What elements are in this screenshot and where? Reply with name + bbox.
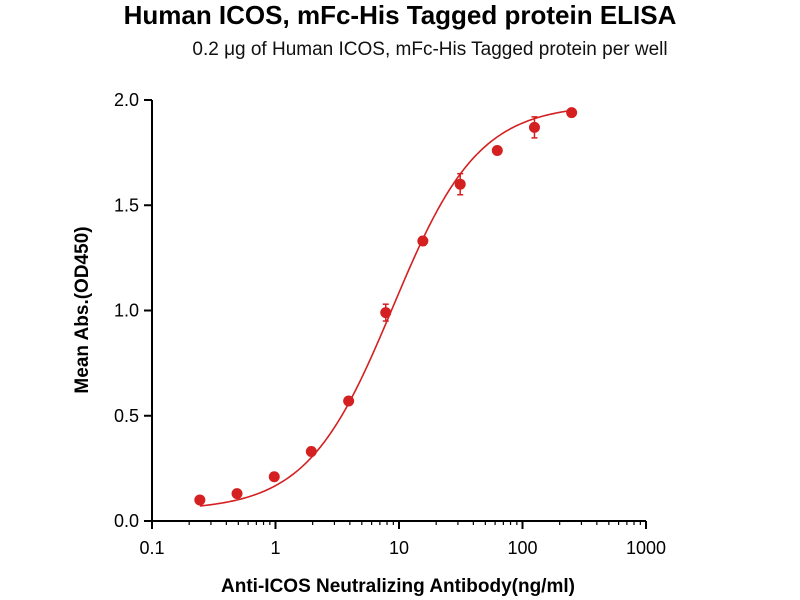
chart-title: Human ICOS, mFc-His Tagged protein ELISA <box>124 0 677 30</box>
x-tick-label: 1 <box>270 538 280 558</box>
point-marker <box>194 494 206 506</box>
data-point <box>305 446 317 458</box>
data-point <box>491 145 503 157</box>
data-point <box>194 494 206 506</box>
y-tick-label: 0.5 <box>114 406 139 426</box>
point-marker <box>305 446 317 458</box>
data-point <box>380 303 392 322</box>
x-axis-label: Anti-ICOS Neutralizing Antibody(ng/ml) <box>221 576 575 597</box>
data-point <box>454 172 466 196</box>
y-tick-label: 1.0 <box>114 301 139 321</box>
x-tick-label: 10 <box>389 538 409 558</box>
axes <box>151 100 646 522</box>
fit-curve <box>199 109 572 507</box>
point-marker <box>380 307 392 319</box>
point-marker <box>268 471 280 483</box>
y-tick-label: 2.0 <box>114 90 139 110</box>
y-tick-label: 0.0 <box>114 511 139 531</box>
x-tick-label: 100 <box>507 538 537 558</box>
point-marker <box>454 178 466 190</box>
point-marker <box>566 107 578 119</box>
point-marker <box>231 488 243 500</box>
chart-subtitle: 0.2 μg of Human ICOS, mFc-His Tagged pro… <box>192 39 667 60</box>
data-point <box>566 107 578 119</box>
data-point <box>268 471 280 483</box>
x-tick-label: 1000 <box>626 538 666 558</box>
point-marker <box>343 395 355 407</box>
data-point <box>417 235 429 247</box>
point-marker <box>491 145 503 157</box>
y-tick-label: 1.5 <box>114 195 139 215</box>
data-point <box>343 395 355 407</box>
x-tick-label: 0.1 <box>139 538 164 558</box>
x-axis-ticks: 0.1 1 10 100 1000 <box>139 521 666 558</box>
data-point <box>528 116 540 139</box>
y-axis-label: Mean Abs.(OD450) <box>72 226 93 393</box>
data-points <box>194 107 578 506</box>
data-point <box>231 488 243 500</box>
point-marker <box>528 121 540 133</box>
y-axis-ticks: 0.0 0.5 1.0 1.5 2.0 <box>114 90 152 531</box>
point-marker <box>417 235 429 247</box>
